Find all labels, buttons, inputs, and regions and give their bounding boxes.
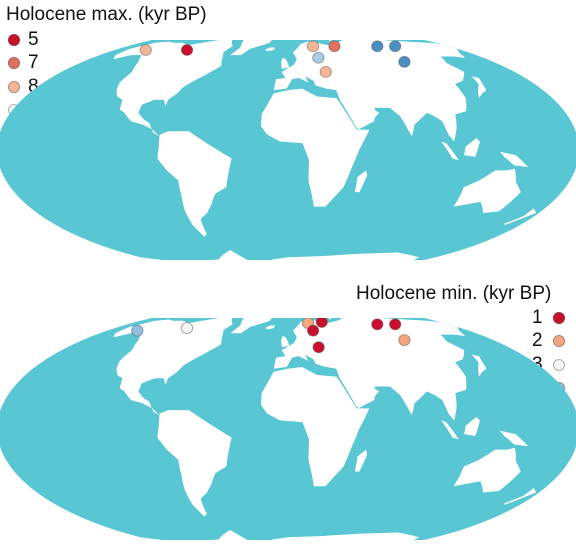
land-new-guinea <box>499 430 529 447</box>
world-map-min <box>0 318 576 540</box>
land-australia <box>453 168 521 213</box>
land-uk <box>281 57 290 69</box>
legend-item: 1 <box>532 306 565 330</box>
legend-swatch <box>8 33 20 46</box>
site-marker <box>328 40 341 53</box>
legend-swatch <box>552 358 565 371</box>
legend-label: 3 <box>532 353 543 375</box>
land-borneo <box>464 416 480 436</box>
site-marker <box>315 318 328 328</box>
site-marker <box>180 322 194 335</box>
site-marker <box>398 55 411 68</box>
site-marker <box>398 334 411 347</box>
site-marker <box>388 318 402 331</box>
site-marker <box>371 318 384 331</box>
legend-item: 8 <box>4 75 49 99</box>
land-north-america <box>113 318 228 416</box>
land-new-guinea <box>499 151 529 168</box>
land-africa <box>261 88 370 207</box>
land-antarctica <box>140 250 420 260</box>
land-arabia <box>339 99 380 128</box>
site-marker <box>306 324 320 337</box>
land-africa <box>261 367 370 487</box>
world-map-max <box>0 40 576 260</box>
land-iceland <box>264 325 276 330</box>
legend-label: 1 <box>532 306 543 328</box>
land-japan <box>471 76 487 99</box>
legend-label: 5 <box>28 28 39 50</box>
land-sumatra <box>441 141 459 161</box>
land-greenland <box>230 40 277 56</box>
legend-item: 7 <box>4 52 49 76</box>
legend-swatch <box>8 57 20 70</box>
land-borneo <box>464 138 480 157</box>
legend-title-min: Holocene min. (kyr BP) <box>356 283 552 304</box>
site-marker <box>180 44 194 56</box>
land-new-zealand <box>504 487 537 505</box>
land-south-america <box>157 131 232 237</box>
land-baffin <box>209 40 233 53</box>
legend-label: 2 <box>532 330 543 352</box>
land-south-america <box>157 410 232 517</box>
land-north-america <box>113 40 228 137</box>
land-australia <box>453 447 521 493</box>
land-uk <box>281 335 290 348</box>
legend-swatch <box>552 335 565 348</box>
site-marker <box>131 324 144 337</box>
site-marker <box>388 40 402 53</box>
land-arabia <box>339 378 380 407</box>
land-antarctica <box>140 529 420 540</box>
landmasses <box>113 318 537 540</box>
legend-swatch <box>552 311 565 324</box>
legend-item: 5 <box>4 28 49 52</box>
legend-label: 7 <box>28 52 39 74</box>
site-marker <box>312 341 325 354</box>
site-marker <box>312 51 325 64</box>
legend-swatch <box>8 80 20 93</box>
site-marker <box>139 44 152 56</box>
land-madagascar <box>354 449 368 472</box>
site-marker <box>319 65 332 78</box>
land-sumatra <box>441 420 459 440</box>
land-new-zealand <box>504 208 537 226</box>
land-japan <box>471 354 487 377</box>
legend-label: 8 <box>28 75 39 97</box>
legend-item: 3 <box>532 353 565 377</box>
land-greenland <box>230 318 277 334</box>
legend-title-max: Holocene max. (kyr BP) <box>6 4 207 25</box>
site-marker <box>371 40 384 53</box>
land-iceland <box>264 47 276 52</box>
land-baffin <box>209 318 233 331</box>
land-eurasia <box>273 318 467 421</box>
legend-item: 2 <box>532 330 565 354</box>
site-marker <box>306 40 320 53</box>
land-madagascar <box>354 170 368 193</box>
